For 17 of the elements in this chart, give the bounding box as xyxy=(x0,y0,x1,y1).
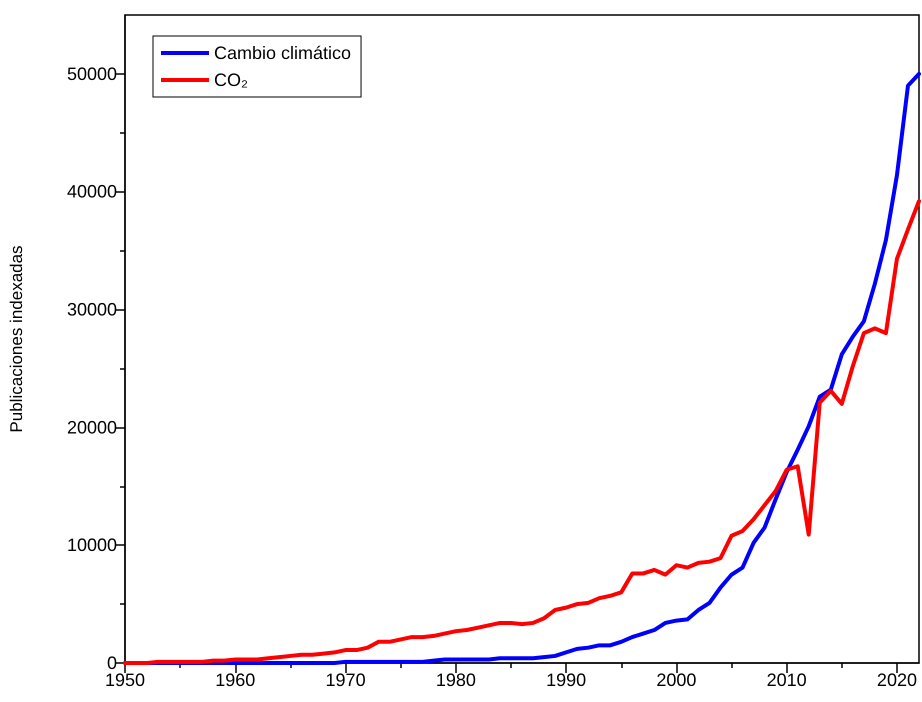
legend-label: CO₂ xyxy=(214,70,248,90)
x-tick-label: 2020 xyxy=(876,670,917,690)
x-tick-label: 1970 xyxy=(326,670,366,690)
legend-label: Cambio climático xyxy=(214,43,352,63)
x-tick-label: 1950 xyxy=(104,670,146,690)
x-tick-label: 1990 xyxy=(546,670,586,690)
y-tick-label: 20000 xyxy=(66,417,117,438)
y-axis-title: Publicaciones indexadas xyxy=(7,245,26,433)
x-tick-label: 1980 xyxy=(436,670,476,690)
x-tick-label: 1960 xyxy=(215,670,256,690)
y-tick-label: 30000 xyxy=(66,300,117,320)
x-tick-label: 2010 xyxy=(766,670,807,690)
x-tick-label: 2000 xyxy=(656,670,696,690)
y-tick-label: 0 xyxy=(106,653,117,673)
y-tick-label: 40000 xyxy=(66,182,117,202)
y-tick-label: 10000 xyxy=(66,535,117,556)
y-tick-label: 50000 xyxy=(66,64,117,84)
